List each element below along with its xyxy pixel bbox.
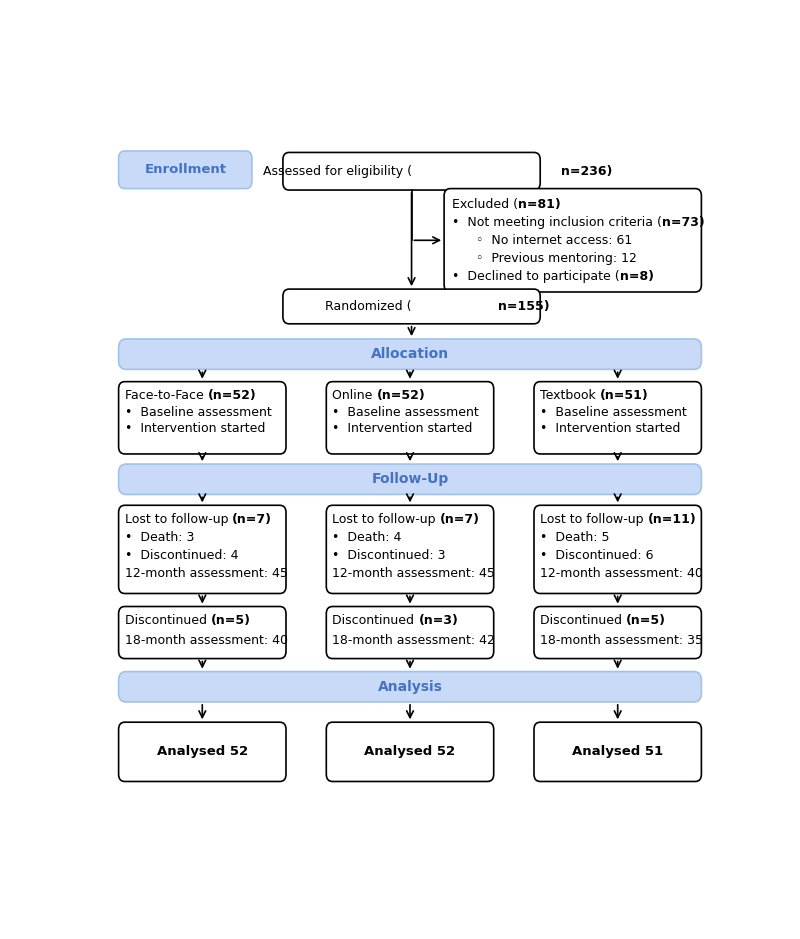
Text: 18-month assessment: 40: 18-month assessment: 40 <box>125 634 288 647</box>
Text: (n=7): (n=7) <box>440 513 480 526</box>
FancyBboxPatch shape <box>283 152 540 190</box>
Text: (n=5): (n=5) <box>211 614 251 626</box>
Text: Face-to-Face: Face-to-Face <box>125 389 207 402</box>
Text: (n=3): (n=3) <box>418 614 458 626</box>
FancyBboxPatch shape <box>534 607 702 658</box>
FancyBboxPatch shape <box>118 505 286 593</box>
Text: (n=7): (n=7) <box>232 513 272 526</box>
Text: n=8): n=8) <box>620 270 654 284</box>
Text: Online: Online <box>333 389 377 402</box>
Text: 12-month assessment: 40: 12-month assessment: 40 <box>540 567 703 579</box>
Text: 12-month assessment: 45: 12-month assessment: 45 <box>125 567 288 579</box>
Text: •  Death: 5: • Death: 5 <box>540 531 610 544</box>
Text: Discontinued: Discontinued <box>333 614 418 626</box>
Text: Analysed 51: Analysed 51 <box>572 746 663 759</box>
Text: •  Baseline assessment: • Baseline assessment <box>125 406 271 419</box>
Text: •  Baseline assessment: • Baseline assessment <box>333 406 479 419</box>
Text: •  Death: 3: • Death: 3 <box>125 531 194 544</box>
Text: •  Discontinued: 6: • Discontinued: 6 <box>540 548 654 562</box>
Text: •  Not meeting inclusion criteria (: • Not meeting inclusion criteria ( <box>452 216 662 229</box>
Text: •  Intervention started: • Intervention started <box>125 423 265 435</box>
Text: n=81): n=81) <box>518 198 561 211</box>
FancyBboxPatch shape <box>118 671 702 702</box>
Text: ◦  No internet access: 61: ◦ No internet access: 61 <box>452 234 633 247</box>
Text: Randomized (: Randomized ( <box>325 300 411 313</box>
Text: Lost to follow-up: Lost to follow-up <box>333 513 440 526</box>
Text: •  Baseline assessment: • Baseline assessment <box>540 406 687 419</box>
Text: 12-month assessment: 45: 12-month assessment: 45 <box>333 567 495 579</box>
FancyBboxPatch shape <box>326 381 494 454</box>
Text: Discontinued: Discontinued <box>125 614 211 626</box>
Text: n=155): n=155) <box>498 300 550 313</box>
Text: (n=52): (n=52) <box>207 389 256 402</box>
Text: Excluded (: Excluded ( <box>452 198 518 211</box>
FancyBboxPatch shape <box>118 607 286 658</box>
Text: 18-month assessment: 42: 18-month assessment: 42 <box>333 634 495 647</box>
FancyBboxPatch shape <box>118 381 286 454</box>
FancyBboxPatch shape <box>444 189 702 292</box>
FancyBboxPatch shape <box>118 151 252 189</box>
Text: •  Death: 4: • Death: 4 <box>333 531 402 544</box>
FancyBboxPatch shape <box>534 505 702 593</box>
FancyBboxPatch shape <box>118 722 286 781</box>
FancyBboxPatch shape <box>326 722 494 781</box>
Text: •  Intervention started: • Intervention started <box>540 423 681 435</box>
Text: n=236): n=236) <box>561 164 612 177</box>
Text: •  Declined to participate (: • Declined to participate ( <box>452 270 620 284</box>
Text: 18-month assessment: 35: 18-month assessment: 35 <box>540 634 703 647</box>
FancyBboxPatch shape <box>534 381 702 454</box>
Text: (n=52): (n=52) <box>377 389 426 402</box>
FancyBboxPatch shape <box>326 505 494 593</box>
Text: Lost to follow-up: Lost to follow-up <box>540 513 648 526</box>
Text: (n=5): (n=5) <box>626 614 666 626</box>
Text: Lost to follow-up: Lost to follow-up <box>125 513 232 526</box>
Text: Analysis: Analysis <box>378 680 442 694</box>
Text: •  Discontinued: 3: • Discontinued: 3 <box>333 548 446 562</box>
Text: Assessed for eligibility (: Assessed for eligibility ( <box>262 164 411 177</box>
Text: Enrollment: Enrollment <box>144 163 226 177</box>
Text: ◦  Previous mentoring: 12: ◦ Previous mentoring: 12 <box>452 253 637 265</box>
FancyBboxPatch shape <box>118 464 702 495</box>
Text: •  Intervention started: • Intervention started <box>333 423 473 435</box>
FancyBboxPatch shape <box>534 722 702 781</box>
Text: •  Discontinued: 4: • Discontinued: 4 <box>125 548 238 562</box>
Text: Analysed 52: Analysed 52 <box>365 746 455 759</box>
Text: n=73): n=73) <box>662 216 705 229</box>
Text: Discontinued: Discontinued <box>540 614 626 626</box>
Text: Follow-Up: Follow-Up <box>371 472 449 486</box>
Text: Analysed 52: Analysed 52 <box>157 746 248 759</box>
Text: (n=11): (n=11) <box>648 513 697 526</box>
FancyBboxPatch shape <box>283 289 540 324</box>
Text: Allocation: Allocation <box>371 347 449 362</box>
Text: (n=51): (n=51) <box>600 389 649 402</box>
Text: Textbook: Textbook <box>540 389 600 402</box>
FancyBboxPatch shape <box>326 607 494 658</box>
FancyBboxPatch shape <box>118 339 702 369</box>
